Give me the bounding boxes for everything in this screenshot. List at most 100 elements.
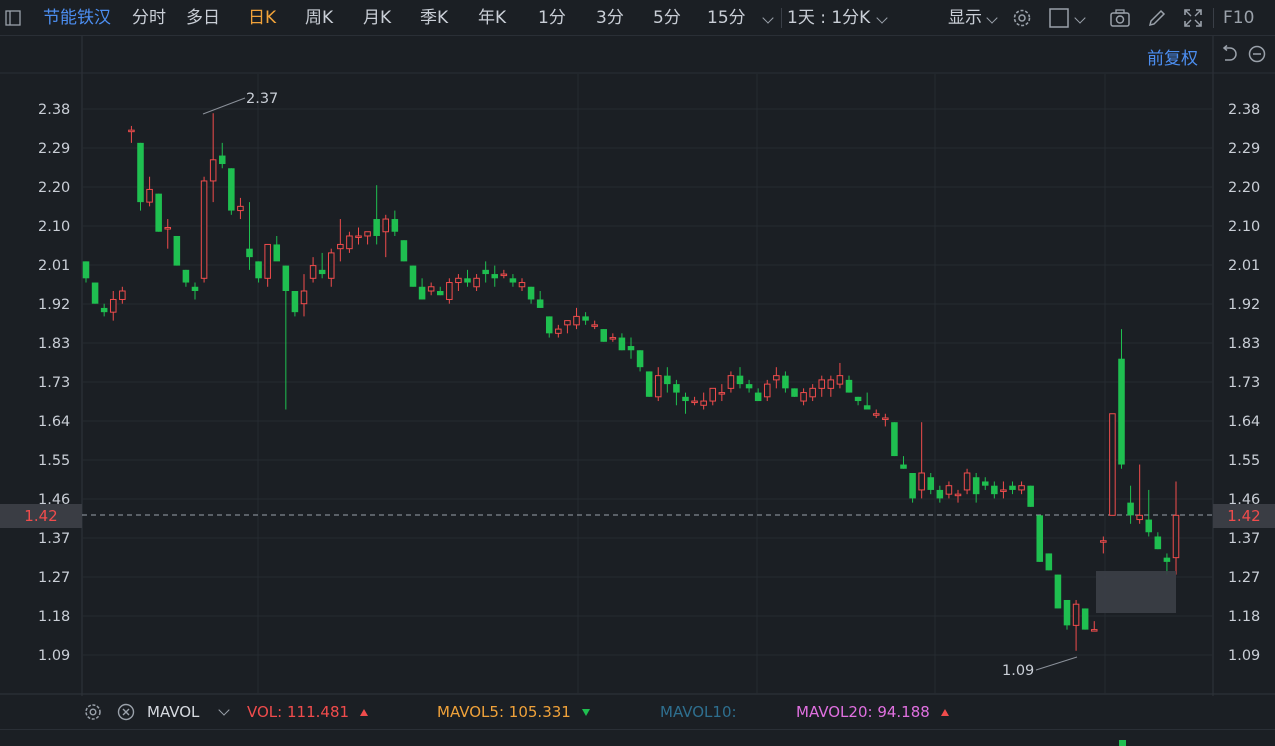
candle-body — [173, 235, 181, 266]
candle-body — [782, 375, 789, 389]
f10-button[interactable]: F10 — [1223, 8, 1255, 28]
price-tick-left: 1.09 — [38, 648, 70, 664]
chevron-down-icon[interactable] — [1074, 12, 1086, 24]
up-arrow-icon — [359, 709, 368, 716]
chevron-down-icon[interactable] — [762, 12, 774, 24]
candle — [100, 303, 108, 317]
candle-body — [237, 205, 244, 212]
indicator-close-icon[interactable] — [116, 702, 136, 732]
candle-body — [137, 142, 144, 203]
candle-body — [800, 392, 807, 402]
candle — [709, 387, 717, 406]
candle-body — [773, 375, 780, 381]
candle-body — [564, 320, 571, 326]
mavol20-label: MAVOL20: — [796, 703, 873, 721]
candle-body — [682, 396, 689, 402]
candle — [1027, 485, 1034, 507]
tab-3min[interactable]: 3分 — [596, 8, 624, 28]
candle — [1127, 485, 1134, 524]
price-tick-left: 2.38 — [38, 102, 70, 118]
pencil-icon[interactable] — [1146, 7, 1168, 29]
kline-chart[interactable]: 2.38 2.29 2.20 2.10 2.01 1.92 1.83 1.73 1.64 1.55… — [0, 36, 1275, 696]
candle — [446, 278, 453, 304]
candle-body — [373, 219, 380, 236]
candle-body — [1118, 358, 1125, 465]
mavol5-readout: MAVOL5: 105.331 — [437, 697, 590, 727]
gear-icon[interactable] — [1011, 7, 1033, 29]
candle — [636, 350, 644, 372]
candle-body — [1163, 557, 1171, 562]
candle-body — [264, 243, 271, 279]
current-price-tag-left: 1.42 — [0, 504, 82, 528]
candle-body — [109, 298, 117, 313]
tab-niank[interactable]: 年K — [478, 8, 507, 28]
tab-zhouk[interactable]: 周K — [305, 8, 334, 28]
tab-duori[interactable]: 多日 — [186, 8, 220, 28]
candle — [591, 320, 598, 330]
tab-15min[interactable]: 15分 — [707, 8, 746, 28]
candle — [482, 261, 489, 283]
candle-body — [591, 324, 598, 327]
candle — [972, 473, 980, 503]
candle — [754, 388, 762, 402]
price-tick-right: 1.64 — [1228, 414, 1260, 430]
candle — [891, 422, 898, 457]
vol-readout: VOL: 111.481 — [247, 697, 368, 727]
indicator-gear-icon[interactable] — [83, 702, 103, 732]
candle-body — [91, 282, 99, 304]
volume-bar — [1119, 740, 1126, 746]
camera-icon[interactable] — [1109, 7, 1131, 29]
candle — [119, 286, 126, 304]
chevron-down-icon[interactable] — [218, 704, 230, 716]
tab-yuek[interactable]: 月K — [363, 8, 392, 28]
candle-body — [882, 417, 889, 420]
minus-circle-icon[interactable] — [1246, 44, 1268, 66]
stock-name[interactable]: 节能铁汉 — [43, 8, 111, 28]
candle-body — [182, 269, 190, 283]
candle-body — [763, 383, 771, 398]
candle — [1172, 481, 1180, 575]
candle — [473, 274, 480, 291]
tab-rik[interactable]: 日K — [248, 8, 277, 28]
tab-fenshi[interactable]: 分时 — [132, 8, 166, 28]
high-marker-line — [202, 97, 246, 115]
candle — [382, 214, 390, 258]
current-price-tag-right: 1.42 — [1213, 504, 1275, 528]
price-tick-left: 1.83 — [38, 336, 70, 352]
candle — [763, 379, 771, 402]
candle — [1090, 621, 1098, 632]
expand-icon[interactable] — [1182, 7, 1204, 29]
panel-toggle-icon[interactable] — [2, 7, 24, 29]
undo-icon[interactable] — [1218, 44, 1240, 66]
candle-body — [209, 159, 217, 182]
candle-body — [654, 375, 662, 398]
tab-5min[interactable]: 5分 — [653, 8, 681, 28]
price-tick-left: 1.73 — [38, 375, 70, 391]
candle — [573, 307, 580, 330]
selection-box — [1096, 571, 1176, 613]
adjust-mode-button[interactable]: 前复权 — [1147, 49, 1198, 69]
candle — [255, 261, 262, 283]
price-tick-left: 1.92 — [38, 297, 70, 313]
mavol10-label: MAVOL10: — [660, 703, 737, 721]
price-tick-left: 1.55 — [38, 453, 70, 469]
display-menu[interactable]: 显示 — [948, 8, 982, 28]
candle-body — [536, 299, 544, 308]
candle — [209, 113, 217, 203]
candle — [664, 367, 671, 393]
range-select[interactable]: 1天 : 1分K — [787, 8, 871, 28]
candle-body — [818, 379, 826, 389]
chevron-down-icon[interactable] — [986, 12, 998, 24]
candle — [800, 388, 807, 406]
tab-1min[interactable]: 1分 — [538, 8, 566, 28]
candle-body — [745, 384, 753, 389]
chevron-down-icon[interactable] — [876, 12, 888, 24]
candle-body — [327, 252, 335, 279]
square-icon[interactable] — [1048, 7, 1070, 29]
candle — [500, 269, 508, 279]
indicator-name[interactable]: MAVOL — [147, 703, 200, 721]
candle — [700, 392, 707, 410]
tab-jik[interactable]: 季K — [420, 8, 449, 28]
candle-body — [754, 392, 762, 402]
candle-body — [936, 489, 944, 499]
